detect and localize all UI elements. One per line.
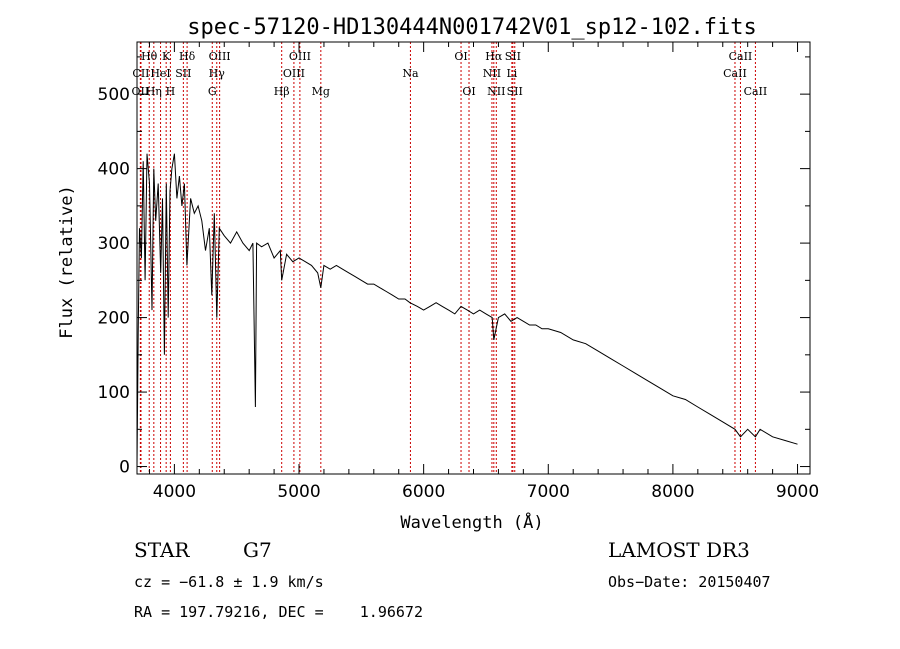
spectral-line-label: OI bbox=[454, 50, 467, 63]
spectral-line-label: K bbox=[162, 50, 171, 63]
y-tick-label: 200 bbox=[98, 309, 130, 329]
spectral-line-label: CII bbox=[132, 67, 149, 80]
object-subclass: G7 bbox=[243, 538, 272, 562]
spectral-line-label: CaII bbox=[729, 50, 753, 63]
x-tick-label: 5000 bbox=[277, 482, 320, 502]
spectral-line-labels: OII CII Hθ Hη HeI K H SII Hδ G Hγ OIII Hβ OIII OIII Mg N… bbox=[132, 50, 768, 98]
spectral-line-label: OIII bbox=[283, 67, 305, 80]
spectral-line-label: Hβ bbox=[274, 85, 290, 98]
spectral-line-label: OII bbox=[132, 85, 150, 98]
plot-frame bbox=[136, 41, 811, 475]
spectral-line-label: H bbox=[166, 85, 176, 98]
y-tick-label: 500 bbox=[98, 85, 130, 105]
spectral-line-label: Li bbox=[506, 67, 517, 80]
spectral-line-label: G bbox=[208, 85, 217, 98]
spectral-line-label: SII bbox=[505, 50, 521, 63]
x-tick-label: 8000 bbox=[651, 482, 694, 502]
spectral-line-markers bbox=[139, 42, 756, 474]
coordinates: RA = 197.79216, DEC = 1.96672 bbox=[134, 603, 423, 621]
spectral-line-label: SII bbox=[507, 85, 523, 98]
observation-date: Obs−Date: 20150407 bbox=[608, 573, 771, 591]
x-axis-label: Wavelength (Å) bbox=[400, 511, 543, 533]
survey-name: LAMOST DR3 bbox=[608, 538, 750, 562]
spectral-line-label: NII bbox=[487, 85, 505, 98]
spectral-line-label: CaII bbox=[744, 85, 768, 98]
spectral-line-label: CaII bbox=[723, 67, 747, 80]
spectral-line-label: Na bbox=[402, 67, 419, 80]
y-axis-ticks: 0 100 200 300 400 500 bbox=[98, 56, 810, 478]
y-tick-label: 0 bbox=[119, 458, 130, 478]
spectral-line-label: OIII bbox=[209, 50, 231, 63]
spectral-line-label: Mg bbox=[312, 85, 330, 98]
redshift-velocity: cz = −61.8 ± 1.9 km/s bbox=[134, 573, 324, 591]
y-tick-label: 400 bbox=[98, 160, 130, 180]
x-tick-label: 4000 bbox=[153, 482, 196, 502]
y-tick-label: 300 bbox=[98, 234, 130, 254]
spectral-line-label: Hη bbox=[146, 85, 162, 98]
x-tick-label: 6000 bbox=[402, 482, 445, 502]
x-tick-label: 7000 bbox=[527, 482, 570, 502]
y-axis-label: Flux (relative) bbox=[57, 185, 77, 339]
spectral-line-label: OI bbox=[462, 85, 475, 98]
object-class: STAR bbox=[134, 538, 190, 562]
spectral-line-label: Hγ bbox=[209, 67, 226, 80]
spectral-line-label: SII bbox=[175, 67, 191, 80]
spectral-line-label: Hα bbox=[485, 50, 503, 63]
spectral-line-label: OIII bbox=[289, 50, 311, 63]
spectral-line-label: HeI bbox=[150, 67, 170, 80]
x-axis-ticks: 4000 5000 6000 7000 8000 9000 bbox=[148, 42, 819, 502]
chart-title: spec-57120-HD130444N001742V01_sp12-102.f… bbox=[187, 15, 757, 40]
spectral-line-label: NII bbox=[483, 67, 501, 80]
spectral-line-label: Hθ bbox=[141, 50, 158, 63]
x-tick-label: 9000 bbox=[776, 482, 819, 502]
spectral-line-label: Hδ bbox=[179, 50, 196, 63]
spectrum-series-line bbox=[136, 153, 798, 467]
y-tick-label: 100 bbox=[98, 383, 130, 403]
